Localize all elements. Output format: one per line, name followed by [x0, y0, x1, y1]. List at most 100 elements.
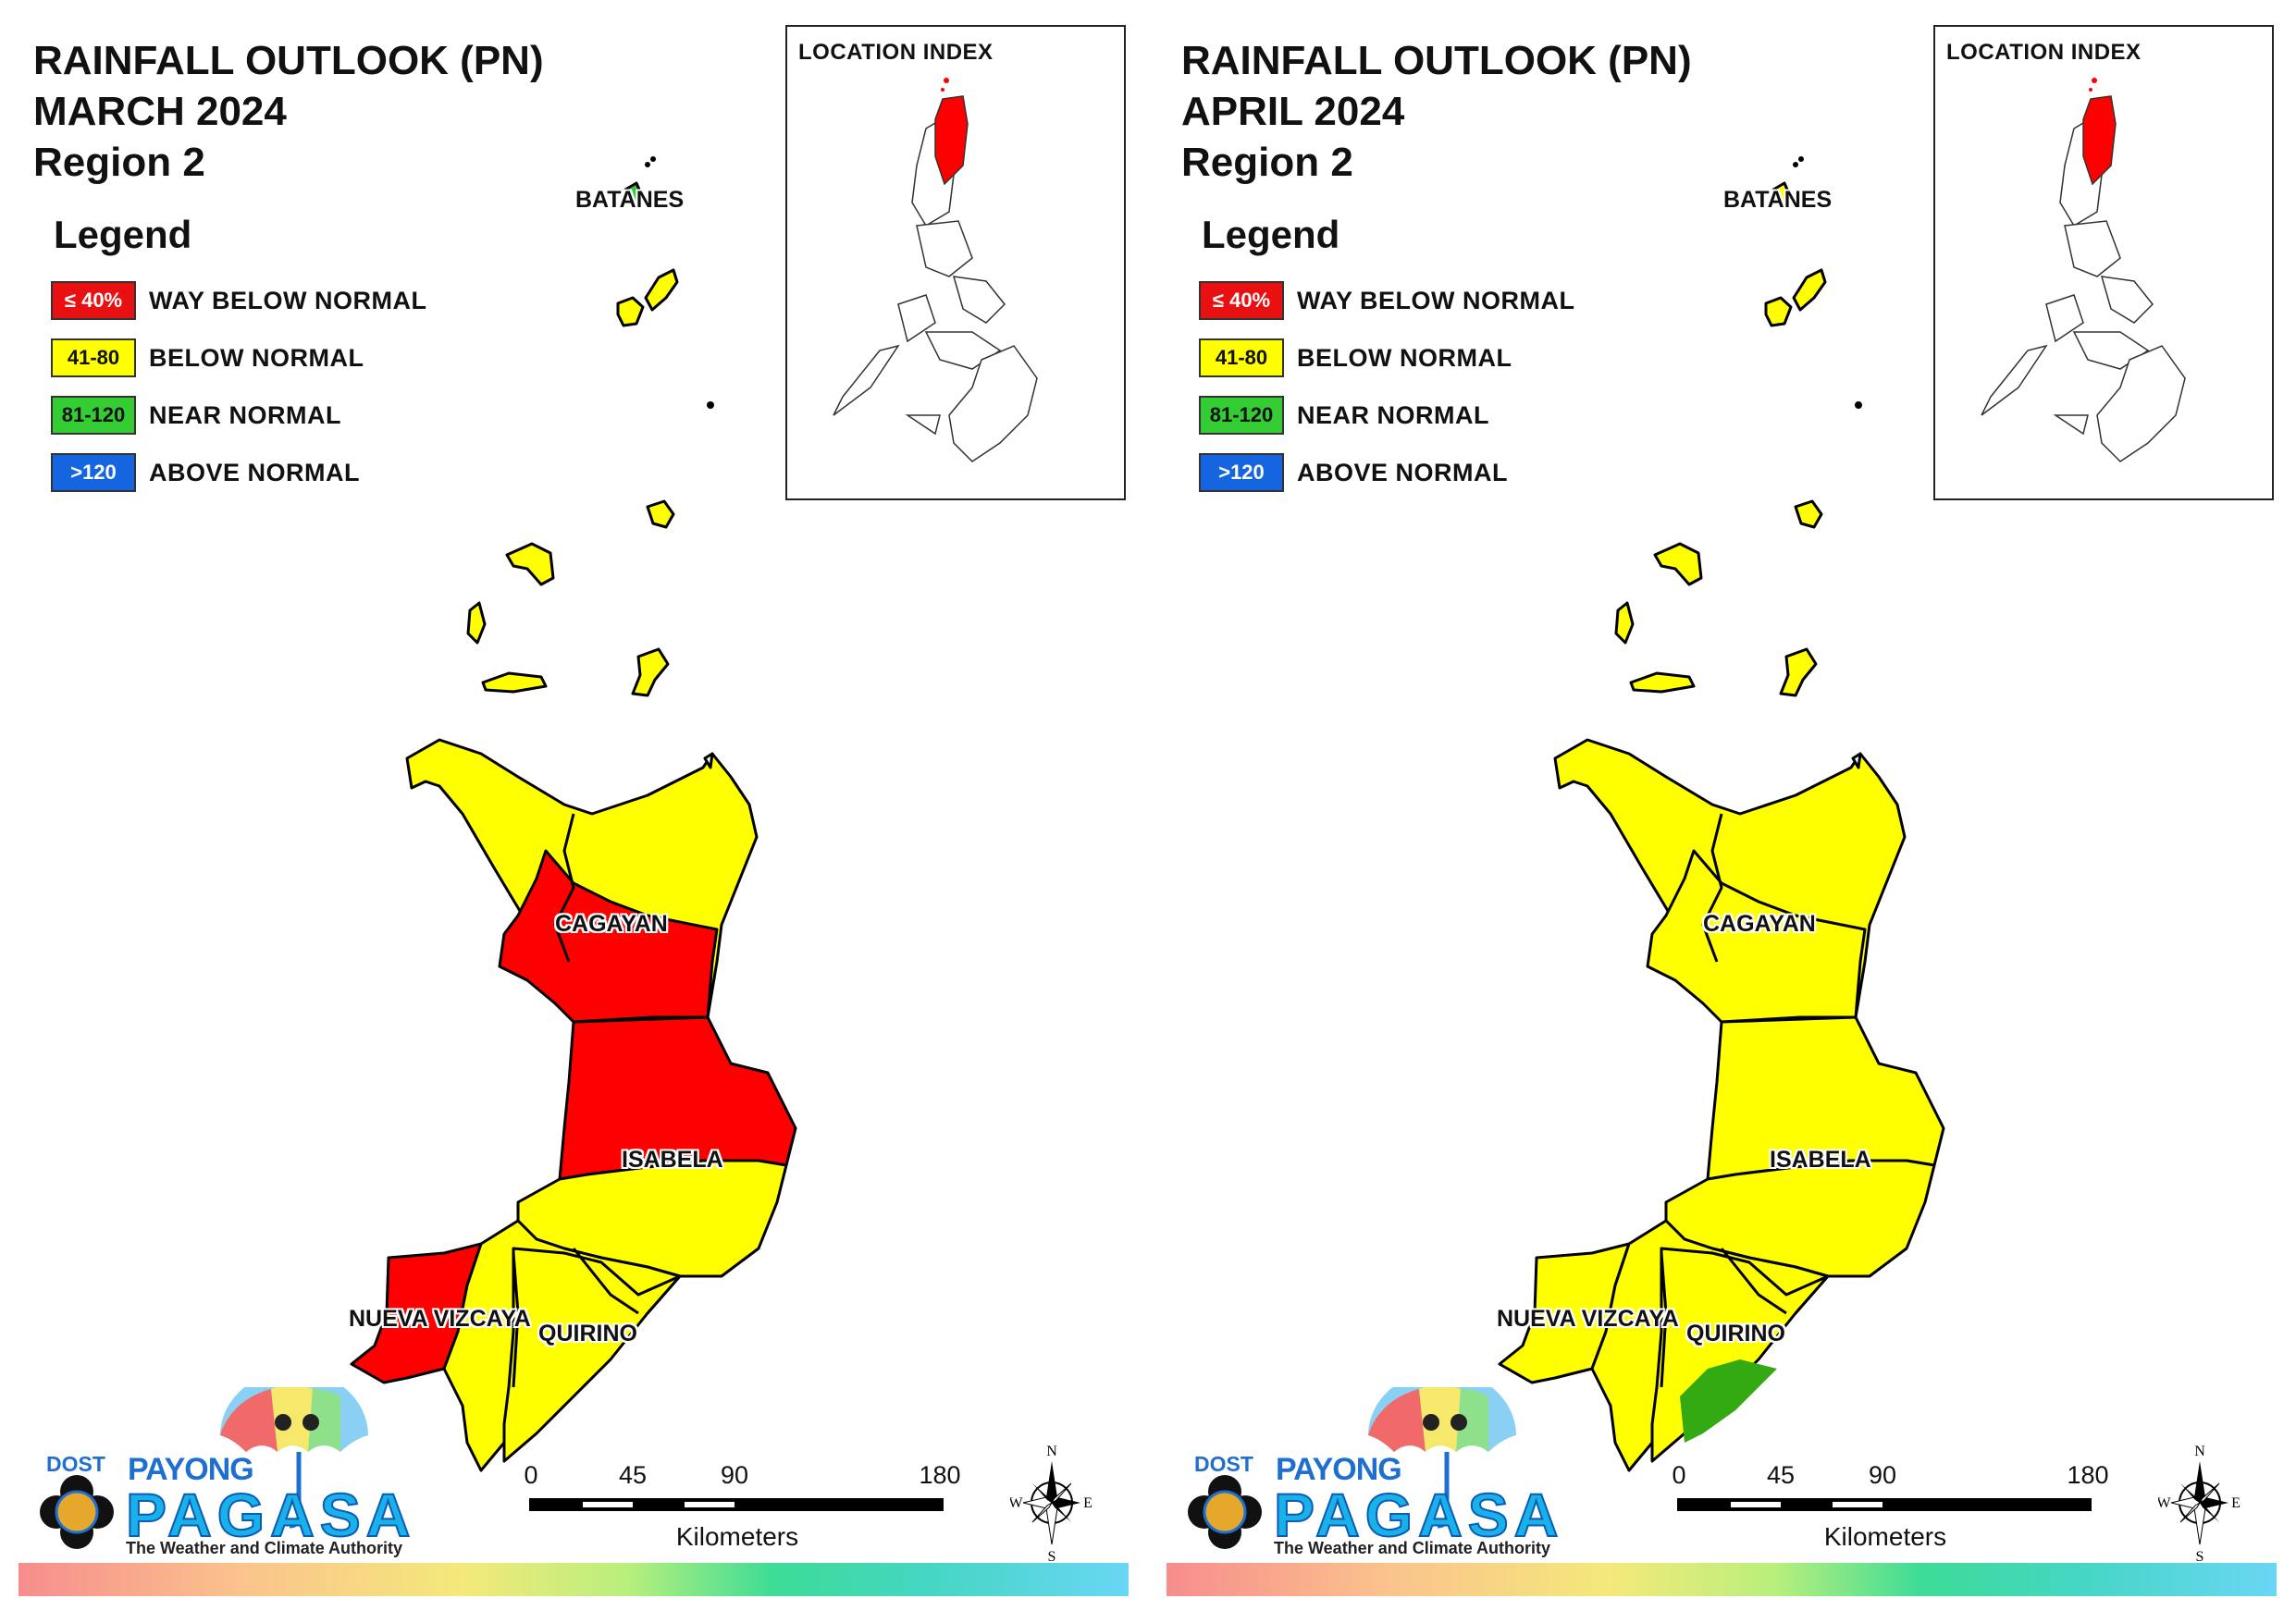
island: [644, 268, 679, 312]
color-strip: [1167, 1563, 2277, 1596]
logo-pagasa-text: PAGASA: [125, 1480, 416, 1550]
label-nueva-vizcaya: NUEVA VIZCAYA: [349, 1306, 531, 1332]
legend-swatch: 41-80: [1199, 338, 1284, 377]
legend-swatch: 81-120: [1199, 396, 1284, 435]
compass-rose-icon: N S E W: [2158, 1444, 2240, 1563]
scale-tick: 180: [2067, 1461, 2109, 1489]
island: [1792, 268, 1827, 312]
inset-title: LOCATION INDEX: [798, 40, 994, 65]
scale-unit: Kilometers: [675, 1522, 799, 1551]
logo-tagline: The Weather and Climate Authority: [126, 1539, 403, 1557]
legend-swatch: >120: [51, 453, 136, 492]
legend-swatch: >120: [1199, 453, 1284, 492]
legend-item-below: 41-80 BELOW NORMAL: [51, 329, 427, 387]
legend-heading: Legend: [54, 213, 192, 256]
legend-label: NEAR NORMAL: [149, 400, 341, 429]
legend-item-above: >120 ABOVE NORMAL: [1199, 444, 1575, 501]
island: [646, 499, 675, 529]
nueva-vizcaya-west: [1498, 1242, 1631, 1384]
title-line-1: RAINFALL OUTLOOK (PN): [33, 38, 544, 83]
scale-unit: Kilometers: [1823, 1522, 1947, 1551]
island: [505, 542, 555, 586]
logo-pagasa-text: PAGASA: [1273, 1480, 1564, 1550]
island: [616, 296, 645, 327]
label-quirino: QUIRINO: [538, 1321, 637, 1346]
legend-heading: Legend: [1202, 213, 1340, 256]
label-cagayan: CAGAYAN: [555, 911, 668, 937]
compass-rose-icon: N S E W: [1010, 1444, 1092, 1563]
location-index-inset: LOCATION INDEX: [1933, 25, 2274, 500]
legend-swatch: 81-120: [51, 396, 136, 435]
label-isabela: ISABELA: [622, 1147, 723, 1173]
green-patch: [1680, 1359, 1777, 1443]
label-batanes: BATANES: [1723, 187, 1833, 213]
title-line-2: MARCH 2024: [33, 89, 287, 134]
pagasa-logo: DOST PAYONG PAGASA The Weather and Clima…: [1183, 1387, 1559, 1563]
batanes-island: [1770, 181, 1792, 207]
legend-item-way-below: ≤ 40% WAY BELOW NORMAL: [51, 272, 427, 329]
region2-highlight: [2082, 95, 2117, 186]
label-batanes: BATANES: [575, 187, 685, 213]
logo-tagline: The Weather and Climate Authority: [1274, 1539, 1551, 1557]
island: [466, 601, 487, 645]
label-quirino: QUIRINO: [1686, 1321, 1785, 1346]
label-nueva-vizcaya: NUEVA VIZCAYA: [1497, 1306, 1679, 1332]
legend-label: WAY BELOW NORMAL: [149, 286, 427, 314]
island: [1794, 499, 1823, 529]
umbrella-icon: [40, 1387, 368, 1549]
legend-label: WAY BELOW NORMAL: [1297, 286, 1575, 314]
island: [1629, 671, 1696, 694]
nueva-vizcaya-west: [350, 1242, 483, 1384]
title-line-1: RAINFALL OUTLOOK (PN): [1181, 38, 1692, 83]
region2-highlight: [934, 95, 969, 186]
legend-label: BELOW NORMAL: [149, 343, 364, 372]
svg-text:N: N: [2194, 1444, 2205, 1459]
batanes-island: [622, 181, 644, 207]
svg-text:W: W: [1010, 1495, 1023, 1511]
label-cagayan: CAGAYAN: [1703, 911, 1816, 937]
svg-text:S: S: [1048, 1549, 1056, 1563]
island: [481, 671, 548, 694]
map-title: RAINFALL OUTLOOK (PN) APRIL 2024 Region …: [1181, 35, 1692, 188]
legend-swatch: 41-80: [51, 338, 136, 377]
legend-item-near: 81-120 NEAR NORMAL: [1199, 387, 1575, 444]
svg-text:E: E: [2231, 1495, 2240, 1511]
legend-label: BELOW NORMAL: [1297, 343, 1512, 372]
title-line-2: APRIL 2024: [1181, 89, 1405, 134]
svg-text:N: N: [1046, 1444, 1057, 1459]
legend-swatch: ≤ 40%: [1199, 281, 1284, 320]
island: [1779, 647, 1818, 697]
quirino: [502, 1247, 682, 1463]
legend-item-near: 81-120 NEAR NORMAL: [51, 387, 427, 444]
scale-tick: 90: [720, 1461, 749, 1489]
philippines-map: [833, 78, 1038, 462]
island: [631, 647, 670, 697]
legend-label: ABOVE NORMAL: [149, 458, 360, 486]
island: [1614, 601, 1635, 645]
legend-label: NEAR NORMAL: [1297, 400, 1489, 429]
map-title: RAINFALL OUTLOOK (PN) MARCH 2024 Region …: [33, 35, 544, 188]
logo-payong-text: PAYONG: [1276, 1452, 1402, 1487]
label-isabela: ISABELA: [1770, 1147, 1871, 1173]
region2-map: [1498, 156, 1945, 1472]
scale-tick: 90: [1868, 1461, 1897, 1489]
scale-tick: 0: [1672, 1461, 1686, 1489]
island: [1653, 542, 1703, 586]
region2-map: [350, 156, 797, 1472]
island: [1764, 296, 1793, 327]
location-index-inset: LOCATION INDEX: [785, 25, 1126, 500]
umbrella-icon: [1188, 1387, 1516, 1549]
scale-tick: 0: [524, 1461, 538, 1489]
legend: Legend ≤ 40% WAY BELOW NORMAL 41-80 BELO…: [51, 213, 427, 501]
legend-swatch: ≤ 40%: [51, 281, 136, 320]
title-line-3: Region 2: [33, 140, 205, 185]
scale-tick: 180: [919, 1461, 961, 1489]
scale-tick: 45: [618, 1461, 648, 1489]
logo-dost-text: DOST: [46, 1452, 105, 1476]
color-strip: [19, 1563, 1129, 1596]
legend: Legend ≤ 40% WAY BELOW NORMAL 41-80 BELO…: [1199, 213, 1575, 501]
logo-payong-text: PAYONG: [128, 1452, 254, 1487]
scale-tick: 45: [1766, 1461, 1796, 1489]
legend-item-above: >120 ABOVE NORMAL: [51, 444, 427, 501]
panel-april: RAINFALL OUTLOOK (PN) APRIL 2024 Region …: [1148, 0, 2296, 1623]
